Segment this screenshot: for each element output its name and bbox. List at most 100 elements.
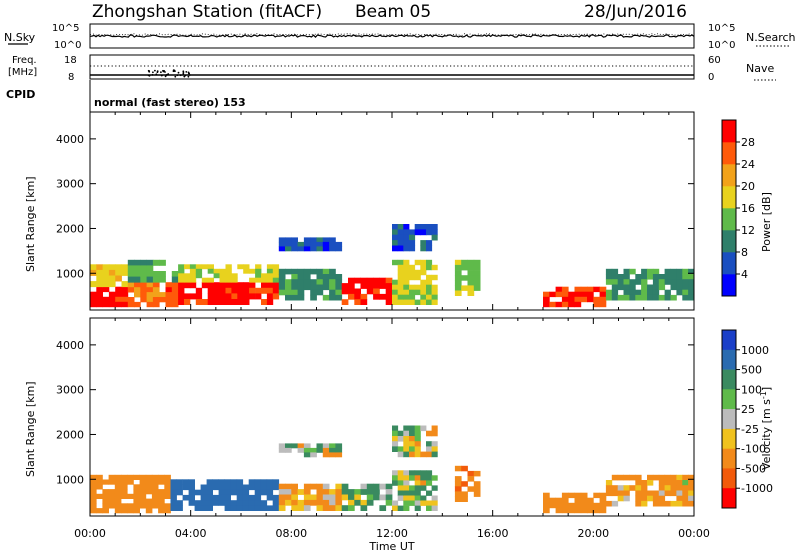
heatmap-cell [403,274,410,281]
heatmap-cell [102,479,109,485]
heatmap-cell [329,452,336,458]
heatmap-cell [397,446,404,452]
heatmap-cell [108,301,116,308]
colorbar-swatch [722,230,736,253]
colorbar-tick-label: 500 [741,364,762,377]
heatmap-cell [431,294,438,301]
colorbar-swatch [722,274,736,297]
heatmap-cell [392,425,399,432]
colorbar-swatch [722,369,736,390]
heatmap-cell [139,479,147,485]
heatmap-cell [224,505,231,511]
heatmap-cell [127,282,135,288]
heatmap-cell [409,470,416,476]
heatmap-cell [218,479,225,485]
heatmap-cell [303,447,311,453]
colorbar-tick-label: 24 [741,158,755,171]
heatmap-cell [420,245,427,252]
heatmap-cell [629,284,636,291]
nave-dip-point [151,74,154,76]
heatmap-cell [310,289,317,296]
heatmap-cell [285,294,292,301]
heatmap-cell [682,274,689,280]
heatmap-cell [467,285,475,291]
heatmap-cell [184,264,191,270]
heatmap-cell [278,499,286,506]
heatmap-cell [335,505,343,511]
colorbar-swatch [722,488,736,509]
heatmap-cell [297,241,305,247]
heatmap-cell [354,499,361,506]
heatmap-cell [682,490,689,497]
heatmap-cell [152,259,160,266]
heatmap-cell [115,275,122,282]
heatmap-cell [114,484,122,490]
heatmap-cell [599,291,607,298]
heatmap-cell [574,286,582,293]
heatmap-cell [237,299,244,305]
heatmap-cell [127,287,135,293]
heatmap-cell [420,229,427,236]
heatmap-cell [611,268,619,275]
heatmap-cell [688,485,695,491]
heatmap-cell [676,279,683,285]
heatmap-cell [207,299,214,305]
heatmap-cell [574,497,582,504]
heatmap-cell [134,301,141,308]
heatmap-cell [249,277,256,283]
station-title: Zhongshan Station (fitACF) [92,2,322,22]
heatmap-cell [114,508,122,514]
colorbar-tick-label: 4 [741,268,748,281]
heatmap-cell [420,289,427,296]
heatmap-cell [414,269,421,276]
heatmap-cell [170,500,177,506]
heatmap-cell [171,276,179,283]
heatmap-cell [165,301,173,308]
y-tick-label: 4000 [56,133,84,146]
heatmap-cell [146,292,154,298]
heatmap-cell [414,490,421,496]
heatmap-cell [254,479,262,485]
heatmap-cell [225,282,232,289]
heatmap-cell [272,479,280,485]
heatmap-cell [90,291,97,298]
heatmap-cell [426,441,433,447]
heatmap-cell [249,287,256,294]
nave-dip-point [162,69,164,72]
heatmap-cell [623,485,630,491]
heatmap-cell [316,499,324,506]
heatmap-cell [360,299,368,305]
heatmap-cell [121,508,128,514]
freq-label: Freq. [12,55,37,66]
heatmap-cell [555,291,563,298]
heatmap-cell [431,229,438,236]
heatmap-cell [574,291,582,298]
heatmap-cell [184,282,191,289]
heatmap-cell [549,497,556,504]
heatmap-cell [316,246,324,252]
heatmap-cell [316,274,324,280]
heatmap-cell [182,479,189,485]
heatmap-cell [231,287,238,294]
heatmap-cell [237,264,244,270]
heatmap-cell [224,500,231,506]
heatmap-cell [454,280,462,286]
heatmap-cell [249,268,256,274]
heatmap-cell [165,297,173,303]
heatmap-cell [587,507,594,514]
heatmap-cell [303,241,311,247]
heatmap-cell [278,268,286,275]
heatmap-cell [189,268,197,274]
heatmap-cell [397,264,404,271]
heatmap-cell [348,293,355,300]
heatmap-cell [278,284,286,291]
heatmap-cell [329,489,336,495]
heatmap-cell [178,264,185,270]
heatmap-cell [219,293,226,300]
heatmap-cell [420,475,427,481]
heatmap-cell [219,282,226,289]
heatmap-cell [159,276,166,283]
heatmap-cell [278,447,286,453]
heatmap-cell [195,299,203,305]
heatmap-cell [145,484,153,490]
